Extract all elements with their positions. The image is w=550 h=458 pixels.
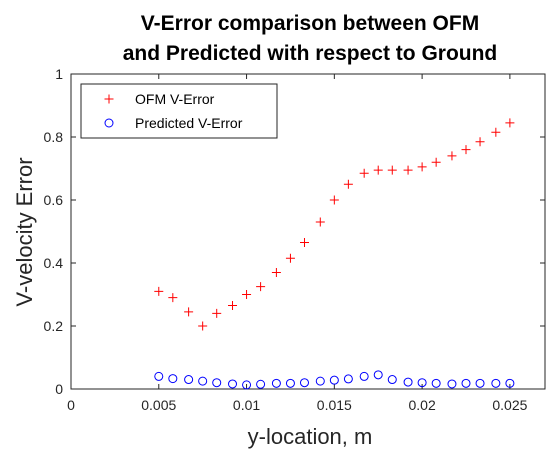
data-point-ofm [417,162,427,172]
data-point-predicted [505,378,515,388]
y-tick-label: 0.2 [44,318,64,334]
data-point-ofm [505,118,515,128]
data-point-predicted [343,374,353,384]
data-point-predicted [329,375,339,385]
y-tick-label: 0.8 [44,129,64,145]
data-point-ofm [285,253,295,263]
data-point-predicted [315,376,325,386]
axes-box [70,73,546,390]
legend-label: Predicted V-Error [135,115,243,131]
data-point-ofm [329,195,339,205]
data-point-predicted [417,378,427,388]
data-point-predicted [475,378,485,388]
x-tick-label: 0.01 [233,397,260,413]
data-point-ofm [271,267,281,277]
chart-title-line-1: V-Error comparison between OFM [141,12,479,35]
plot-area: 0 0.005 0.01 0.015 0.02 0.025 0 0.2 0.4 0.6 0.8 1 OF… [44,66,546,413]
y-tick-label: 1 [55,66,63,82]
data-point-predicted [242,380,252,390]
data-point-predicted [168,374,178,384]
data-point-predicted [299,378,309,388]
data-point-ofm [491,127,501,137]
legend-box [80,83,278,139]
data-point-predicted [403,377,413,387]
x-axis-label: y-location, m [248,424,373,449]
y-tick-label: 0.4 [44,255,64,271]
legend-label: OFM V-Error [135,91,215,107]
data-point-predicted [271,378,281,388]
data-point-ofm [431,157,441,167]
data-point-predicted [154,371,164,381]
data-point-ofm [168,293,178,303]
data-point-ofm [154,286,164,296]
x-tick-label: 0 [67,397,75,413]
data-point-ofm [242,290,252,299]
data-point-predicted [184,375,194,385]
x-tick-label: 0.02 [408,397,435,413]
data-point-predicted [447,379,457,389]
data-point-ofm [212,308,222,318]
data-point-predicted [198,376,208,386]
data-point-ofm [256,282,266,292]
y-axis-label: V-velocity Error [12,157,37,306]
data-point-ofm [299,238,309,248]
data-point-ofm [228,301,238,311]
data-point-predicted [285,378,295,388]
data-point-ofm [343,179,353,189]
data-point-ofm [403,165,413,175]
data-point-predicted [228,379,238,389]
data-point-ofm [387,165,397,175]
data-point-ofm [184,307,194,317]
data-point-ofm [373,165,383,175]
legend-marker-ofm [104,94,114,104]
x-tick-label: 0.025 [492,397,527,413]
data-point-ofm [475,137,485,147]
data-point-predicted [256,379,266,389]
data-point-predicted [359,371,369,381]
data-point-predicted [387,375,397,385]
data-point-ofm [461,145,471,155]
y-tick-label: 0.6 [44,192,64,208]
data-point-ofm [315,217,325,227]
data-point-ofm [359,168,369,178]
data-point-predicted [431,378,441,388]
data-point-ofm [198,321,208,331]
data-point-ofm [447,151,457,161]
data-point-predicted [212,378,222,388]
legend-marker-predicted [104,118,114,128]
chart-title-line-2: and Predicted with respect to Ground [123,42,498,65]
x-tick-label: 0.005 [141,397,176,413]
data-point-predicted [461,378,471,388]
y-tick-label: 0 [55,381,63,397]
x-tick-label: 0.015 [317,397,352,413]
data-point-predicted [491,378,501,388]
data-point-predicted [373,370,383,380]
